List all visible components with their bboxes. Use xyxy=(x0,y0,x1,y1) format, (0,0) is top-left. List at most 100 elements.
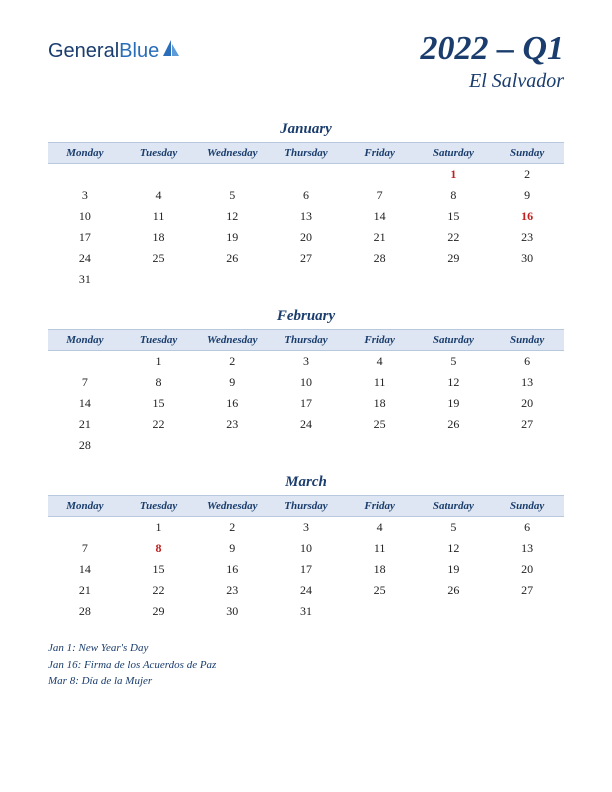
calendar-table: MondayTuesdayWednesdayThursdayFridaySatu… xyxy=(48,495,564,622)
calendar-cell: 20 xyxy=(490,559,564,580)
calendar-cell: 6 xyxy=(490,351,564,373)
calendar-cell: 28 xyxy=(343,248,417,269)
day-header: Sunday xyxy=(490,330,564,351)
calendar-cell xyxy=(122,435,196,456)
calendar-cell: 17 xyxy=(48,227,122,248)
calendar-cell: 6 xyxy=(490,517,564,539)
calendar-table: MondayTuesdayWednesdayThursdayFridaySatu… xyxy=(48,142,564,290)
calendar-cell: 5 xyxy=(195,185,269,206)
calendar-cell xyxy=(490,435,564,456)
calendar-cell: 23 xyxy=(195,414,269,435)
calendar-cell: 19 xyxy=(417,559,491,580)
calendar-cell: 5 xyxy=(417,351,491,373)
calendar-cell xyxy=(269,164,343,186)
day-header: Wednesday xyxy=(195,330,269,351)
calendar-cell: 13 xyxy=(490,372,564,393)
calendar-cell: 18 xyxy=(122,227,196,248)
calendar-cell: 12 xyxy=(417,538,491,559)
calendar-cell: 10 xyxy=(269,538,343,559)
calendar-cell: 1 xyxy=(417,164,491,186)
calendar-row: 14151617181920 xyxy=(48,559,564,580)
day-header: Tuesday xyxy=(122,143,196,164)
calendar-cell: 30 xyxy=(490,248,564,269)
calendar-cell: 27 xyxy=(490,580,564,601)
calendar-cell xyxy=(122,269,196,290)
calendar-cell: 8 xyxy=(417,185,491,206)
month-name: March xyxy=(48,474,564,491)
calendar-cell xyxy=(48,164,122,186)
month-name: February xyxy=(48,308,564,325)
calendar-cell xyxy=(195,269,269,290)
calendar-cell xyxy=(195,164,269,186)
calendar-cell: 7 xyxy=(48,372,122,393)
calendar-cell xyxy=(343,435,417,456)
calendar-cell: 29 xyxy=(417,248,491,269)
calendar-cell: 9 xyxy=(195,538,269,559)
calendar-cell: 21 xyxy=(48,414,122,435)
calendar-row: 123456 xyxy=(48,351,564,373)
calendar-cell: 20 xyxy=(269,227,343,248)
calendar-cell: 7 xyxy=(343,185,417,206)
day-header: Thursday xyxy=(269,496,343,517)
calendar-row: 78910111213 xyxy=(48,372,564,393)
calendar-cell: 22 xyxy=(417,227,491,248)
calendar-cell: 10 xyxy=(48,206,122,227)
calendar-cell xyxy=(48,517,122,539)
calendar-cell: 5 xyxy=(417,517,491,539)
day-header: Tuesday xyxy=(122,496,196,517)
calendar-cell: 21 xyxy=(48,580,122,601)
calendar-cell: 4 xyxy=(122,185,196,206)
calendar-row: 12 xyxy=(48,164,564,186)
day-header: Friday xyxy=(343,143,417,164)
day-header: Monday xyxy=(48,496,122,517)
calendar-cell: 22 xyxy=(122,414,196,435)
calendar-cell: 22 xyxy=(122,580,196,601)
holiday-line: Jan 16: Firma de los Acuerdos de Paz xyxy=(48,657,564,674)
calendar-cell: 16 xyxy=(195,393,269,414)
title-block: 2022 – Q1 El Salvador xyxy=(420,30,564,93)
calendar-cell: 2 xyxy=(195,351,269,373)
calendar-row: 28 xyxy=(48,435,564,456)
holidays-list: Jan 1: New Year's DayJan 16: Firma de lo… xyxy=(48,640,564,690)
calendar-cell: 11 xyxy=(122,206,196,227)
calendar-cell: 24 xyxy=(269,580,343,601)
calendar-cell: 23 xyxy=(195,580,269,601)
calendar-cell: 3 xyxy=(48,185,122,206)
calendar-cell: 9 xyxy=(195,372,269,393)
day-header: Thursday xyxy=(269,143,343,164)
calendar-cell: 3 xyxy=(269,517,343,539)
calendar-cell: 18 xyxy=(343,393,417,414)
day-header: Wednesday xyxy=(195,143,269,164)
calendar-cell: 11 xyxy=(343,372,417,393)
calendar-cell: 23 xyxy=(490,227,564,248)
calendar-cell: 4 xyxy=(343,517,417,539)
calendar-cell: 14 xyxy=(48,559,122,580)
calendar-cell xyxy=(490,601,564,622)
calendar-cell: 31 xyxy=(48,269,122,290)
months-container: JanuaryMondayTuesdayWednesdayThursdayFri… xyxy=(48,121,564,622)
calendar-cell: 30 xyxy=(195,601,269,622)
calendar-cell xyxy=(417,435,491,456)
calendar-cell: 12 xyxy=(195,206,269,227)
calendar-cell: 19 xyxy=(417,393,491,414)
day-header: Saturday xyxy=(417,143,491,164)
calendar-cell: 15 xyxy=(417,206,491,227)
calendar-cell: 10 xyxy=(269,372,343,393)
day-header: Friday xyxy=(343,496,417,517)
calendar-cell: 24 xyxy=(269,414,343,435)
calendar-cell xyxy=(269,435,343,456)
calendar-cell: 29 xyxy=(122,601,196,622)
logo: GeneralBlue xyxy=(48,38,181,64)
calendar-cell: 8 xyxy=(122,538,196,559)
calendar-cell: 24 xyxy=(48,248,122,269)
calendar-cell: 15 xyxy=(122,393,196,414)
calendar-cell: 25 xyxy=(122,248,196,269)
calendar-cell: 27 xyxy=(490,414,564,435)
calendar-cell: 14 xyxy=(343,206,417,227)
calendar-cell: 7 xyxy=(48,538,122,559)
calendar-row: 21222324252627 xyxy=(48,414,564,435)
day-header: Thursday xyxy=(269,330,343,351)
calendar-cell: 26 xyxy=(417,414,491,435)
calendar-cell: 3 xyxy=(269,351,343,373)
calendar-cell: 1 xyxy=(122,351,196,373)
